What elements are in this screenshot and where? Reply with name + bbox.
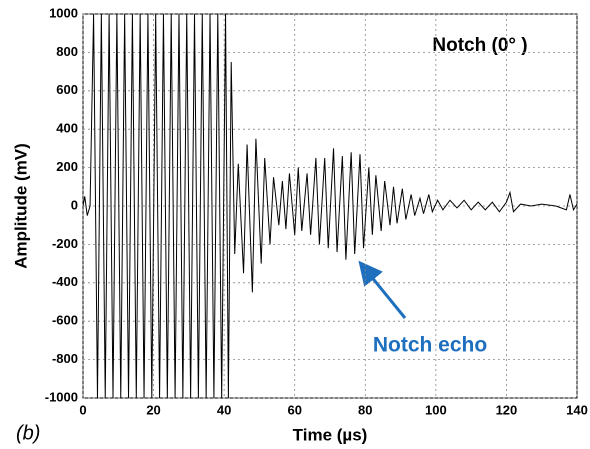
arrow bbox=[358, 260, 407, 319]
y-tick-label: 200 bbox=[56, 159, 78, 174]
x-axis-label: Time (µs) bbox=[293, 425, 368, 444]
x-tick-label: 120 bbox=[496, 402, 518, 417]
panel-label: (b) bbox=[16, 422, 40, 444]
y-tick-label: -400 bbox=[52, 274, 78, 289]
y-tick-label: 800 bbox=[56, 44, 78, 59]
annotation-title: Notch (0° ) bbox=[432, 35, 527, 56]
y-tick-label: 1000 bbox=[49, 5, 78, 20]
x-tick-label: 40 bbox=[217, 402, 231, 417]
y-tick-label: -600 bbox=[52, 313, 78, 328]
x-tick-label: 60 bbox=[287, 402, 301, 417]
x-tick-label: 80 bbox=[358, 402, 372, 417]
y-tick-label: 0 bbox=[71, 197, 78, 212]
y-tick-label: -1000 bbox=[45, 389, 78, 404]
y-tick-label: 400 bbox=[56, 121, 78, 136]
annotation-echo: Notch echo bbox=[373, 334, 487, 357]
x-tick-label: 100 bbox=[425, 402, 447, 417]
y-tick-label: -200 bbox=[52, 236, 78, 251]
y-tick-label: 600 bbox=[56, 82, 78, 97]
x-tick-label: 0 bbox=[79, 402, 86, 417]
x-tick-label: 20 bbox=[146, 402, 160, 417]
x-tick-label: 140 bbox=[566, 402, 588, 417]
y-tick-label: -800 bbox=[52, 351, 78, 366]
y-axis-label: Amplitude (mV) bbox=[11, 143, 30, 269]
signal-line bbox=[83, 14, 577, 398]
